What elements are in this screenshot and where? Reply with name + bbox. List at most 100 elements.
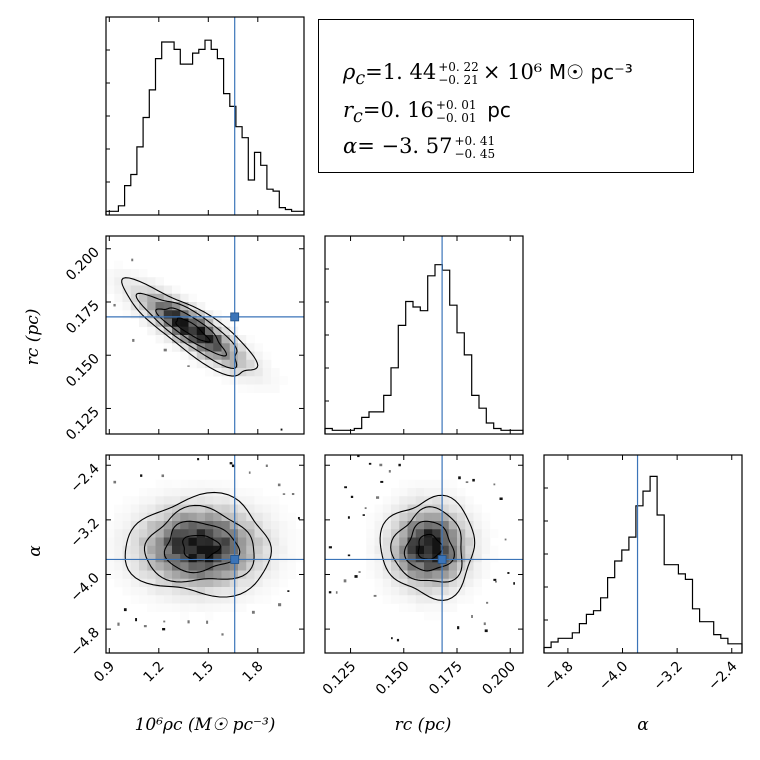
density-cell [399, 537, 408, 547]
density-cell [139, 562, 148, 571]
density-cell [473, 529, 483, 538]
density-cell [238, 570, 247, 580]
scatter-dot [483, 622, 486, 626]
scatter-dot [265, 464, 268, 467]
scatter-dot [161, 474, 165, 478]
density-cell [221, 537, 231, 547]
density-cell [122, 302, 132, 311]
scatter-dot [99, 588, 101, 590]
density-cell [114, 529, 123, 538]
density-cell [399, 587, 408, 596]
density-cell [188, 570, 198, 580]
scatter-dot [328, 546, 332, 549]
density-cell [457, 496, 466, 505]
density-cell [254, 512, 264, 522]
density-cell [490, 529, 499, 538]
scatter-dot [328, 591, 332, 594]
density-cell [188, 545, 198, 555]
density-cell [114, 277, 123, 286]
density-cell [246, 595, 255, 604]
density-cell [196, 562, 206, 571]
density-cell [432, 587, 441, 596]
density-cell [229, 504, 239, 514]
ylabel-rc: rc (pc) [23, 309, 43, 366]
density-cell [448, 512, 458, 522]
density-cell [238, 512, 247, 522]
density-cell [399, 488, 408, 497]
density-cell [262, 570, 272, 580]
density-cell [366, 537, 375, 547]
scatter-dot [362, 514, 365, 516]
histogram-r_c [324, 264, 524, 434]
density-cell [155, 504, 165, 514]
density-cell [246, 554, 255, 563]
density-cell [139, 293, 148, 303]
density-cell [139, 318, 148, 328]
xtick-label-alpha: −2.4 [705, 658, 740, 693]
density-cell [238, 359, 247, 369]
density-cell [163, 587, 173, 596]
density-cell [407, 570, 417, 580]
panel-content [106, 258, 288, 431]
density-cell [139, 529, 148, 538]
density-cell [172, 512, 181, 522]
density-cell [196, 335, 206, 344]
density-cell [287, 537, 297, 547]
scatter-dot [163, 620, 166, 623]
density-cell [196, 578, 206, 588]
density-cell [246, 504, 255, 514]
density-cell [374, 587, 384, 596]
density-cell [448, 521, 458, 530]
density-cell [229, 368, 239, 377]
scatter-dot [148, 439, 150, 442]
ytick-label-r_c: 0.125 [63, 404, 103, 444]
density-cell [188, 326, 198, 336]
density-cell [473, 521, 483, 530]
density-cell [114, 260, 123, 270]
density-cell [205, 359, 214, 369]
density-cell [399, 496, 408, 505]
density-cell [424, 554, 433, 563]
panel-frame [324, 235, 524, 435]
density-cell [213, 479, 222, 489]
density-cell [238, 562, 247, 571]
density-cell [188, 512, 198, 522]
density-cell [221, 578, 231, 588]
density-cell [155, 293, 165, 303]
scatter-dot [336, 516, 338, 519]
density-cell [155, 479, 165, 489]
density-cell [238, 529, 247, 538]
density-cell [399, 521, 408, 530]
density-cell [221, 529, 231, 538]
scatter-dot [388, 470, 391, 473]
density-cell [374, 521, 384, 530]
density-cell [465, 578, 474, 588]
scatter-dot [305, 598, 308, 600]
density-cell [374, 578, 384, 588]
density-cell [139, 521, 148, 530]
density-cell [130, 269, 140, 278]
density-cell [440, 562, 450, 571]
scatter-dot [513, 582, 515, 585]
scatter-dot [187, 365, 190, 367]
density-cell [163, 479, 173, 489]
density-cell [424, 578, 433, 588]
panel-r_c-alpha [324, 454, 524, 654]
density-cell [399, 595, 408, 604]
density-cell [295, 554, 304, 563]
density-cell [163, 521, 173, 530]
density-cell [147, 504, 156, 514]
density-cell [213, 326, 222, 336]
panel-frame [105, 454, 305, 654]
density-cell [229, 521, 239, 530]
density-cell [262, 376, 272, 385]
scatter-dot [493, 483, 496, 486]
density-cell [465, 587, 474, 596]
density-cell [163, 285, 173, 295]
density-cell [172, 285, 181, 295]
density-cell [122, 277, 132, 286]
density-cell [457, 595, 466, 604]
density-cell [147, 578, 156, 588]
density-cell [374, 512, 384, 522]
density-cell [180, 310, 189, 319]
